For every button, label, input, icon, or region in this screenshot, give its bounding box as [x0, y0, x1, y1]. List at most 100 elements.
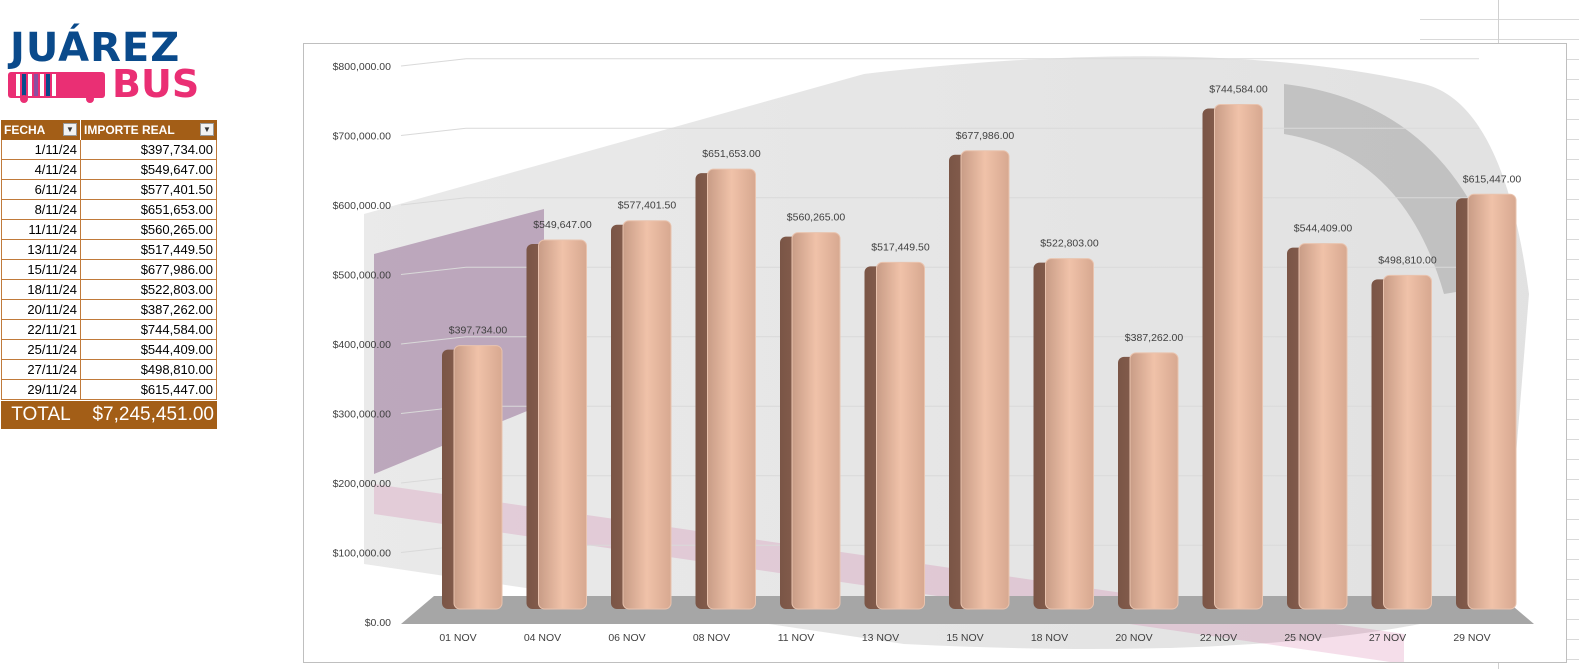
table-row[interactable]: 1/11/24 $397,734.00: [1, 140, 217, 160]
bar[interactable]: [695, 168, 756, 610]
table-row[interactable]: 25/11/24 $544,409.00: [1, 340, 217, 360]
data-label: $549,647.00: [533, 219, 592, 231]
cell-importe[interactable]: $615,447.00: [81, 380, 217, 399]
bar[interactable]: [780, 232, 841, 610]
cell-importe[interactable]: $387,262.00: [81, 300, 217, 319]
cell-fecha[interactable]: 18/11/24: [1, 280, 81, 299]
cell-fecha[interactable]: 1/11/24: [1, 140, 81, 159]
bar[interactable]: [1287, 243, 1348, 610]
x-tick-label: 27 NOV: [1369, 632, 1406, 644]
x-tick-label: 08 NOV: [693, 632, 730, 644]
y-tick-label: $100,000.00: [333, 548, 392, 560]
total-label: TOTAL: [11, 404, 71, 425]
filter-dropdown-icon[interactable]: ▼: [63, 123, 77, 136]
y-tick-label: $300,000.00: [333, 409, 392, 421]
importe-table: FECHA ▼ IMPORTE REAL ▼ 1/11/24 $397,734.0…: [1, 120, 217, 429]
table-row[interactable]: 4/11/24 $549,647.00: [1, 160, 217, 180]
cell-fecha[interactable]: 11/11/24: [1, 220, 81, 239]
bar[interactable]: [1202, 104, 1263, 610]
gridline-diagonal: [400, 127, 467, 136]
x-tick-label: 29 NOV: [1453, 632, 1490, 644]
bar-front: [707, 168, 756, 610]
chart-area[interactable]: $397,734.00 $549,647.00 $577,401.50 $651,65…: [303, 43, 1567, 663]
cell-fecha[interactable]: 6/11/24: [1, 180, 81, 199]
cell-importe[interactable]: $522,803.00: [81, 280, 217, 299]
bar-front: [1383, 274, 1432, 610]
cell-fecha[interactable]: 13/11/24: [1, 240, 81, 259]
bar-front: [538, 239, 587, 610]
table-row[interactable]: 29/11/24 $615,447.00: [1, 380, 217, 400]
cell-fecha[interactable]: 27/11/24: [1, 360, 81, 379]
y-tick-label: $0.00: [365, 617, 391, 629]
header-importe[interactable]: IMPORTE REAL ▼: [81, 120, 217, 140]
gridline-diagonal: [400, 197, 467, 206]
bar-front: [1129, 352, 1179, 610]
bar[interactable]: [949, 150, 1010, 610]
cell-importe[interactable]: $549,647.00: [81, 160, 217, 179]
table-row[interactable]: 13/11/24 $517,449.50: [1, 240, 217, 260]
y-tick-label: $200,000.00: [333, 478, 392, 490]
y-tick-label: $500,000.00: [333, 270, 392, 282]
gridline-diagonal: [400, 58, 467, 67]
cell-importe[interactable]: $517,449.50: [81, 240, 217, 259]
filter-dropdown-icon[interactable]: ▼: [200, 123, 214, 136]
x-tick-label: 11 NOV: [778, 632, 815, 644]
bar[interactable]: [1118, 352, 1179, 610]
cell-importe[interactable]: $397,734.00: [81, 140, 217, 159]
header-fecha[interactable]: FECHA ▼: [1, 120, 81, 140]
table-row[interactable]: 8/11/24 $651,653.00: [1, 200, 217, 220]
x-tick-label: 01 NOV: [439, 632, 476, 644]
cell-importe[interactable]: $677,986.00: [81, 260, 217, 279]
bar[interactable]: [864, 261, 925, 610]
bar[interactable]: [1371, 274, 1432, 610]
bar[interactable]: [526, 239, 587, 610]
cell-importe[interactable]: $498,810.00: [81, 360, 217, 379]
bar[interactable]: [611, 220, 672, 610]
data-label: $560,265.00: [787, 212, 846, 224]
data-label: $677,986.00: [956, 130, 1015, 142]
table-row[interactable]: 6/11/24 $577,401.50: [1, 180, 217, 200]
bar-front: [960, 150, 1010, 610]
y-tick-label: $700,000.00: [333, 131, 392, 143]
data-label: $544,409.00: [1294, 223, 1353, 235]
gridline-diagonal: [400, 266, 467, 275]
x-tick-label: 25 NOV: [1284, 632, 1321, 644]
header-importe-label: IMPORTE REAL: [84, 123, 175, 137]
cell-fecha[interactable]: 4/11/24: [1, 160, 81, 179]
bar-front: [1214, 104, 1263, 610]
bar[interactable]: [442, 345, 503, 610]
cell-fecha[interactable]: 29/11/24: [1, 380, 81, 399]
data-label: $651,653.00: [702, 148, 761, 160]
y-tick-label: $800,000.00: [333, 61, 392, 73]
bar-front: [1467, 193, 1517, 610]
x-tick-label: 13 NOV: [862, 632, 899, 644]
cell-importe[interactable]: $577,401.50: [81, 180, 217, 199]
table-row[interactable]: 22/11/21 $744,584.00: [1, 320, 217, 340]
table-body: 1/11/24 $397,734.00 4/11/24 $549,647.00 6/11…: [1, 140, 217, 400]
cell-fecha[interactable]: 15/11/24: [1, 260, 81, 279]
x-tick-label: 15 NOV: [946, 632, 983, 644]
table-row[interactable]: 11/11/24 $560,265.00: [1, 220, 217, 240]
data-label: $522,803.00: [1040, 238, 1099, 250]
cell-fecha[interactable]: 8/11/24: [1, 200, 81, 219]
cell-importe[interactable]: $744,584.00: [81, 320, 217, 339]
cell-importe[interactable]: $544,409.00: [81, 340, 217, 359]
bar[interactable]: [1033, 258, 1094, 610]
data-label: $387,262.00: [1125, 332, 1184, 344]
bar-front: [1045, 258, 1094, 610]
bar-front: [791, 232, 841, 610]
bar-front: [876, 261, 925, 610]
table-row[interactable]: 18/11/24 $522,803.00: [1, 280, 217, 300]
cell-importe[interactable]: $651,653.00: [81, 200, 217, 219]
table-row[interactable]: 20/11/24 $387,262.00: [1, 300, 217, 320]
y-tick-label: $600,000.00: [333, 200, 392, 212]
cell-importe[interactable]: $560,265.00: [81, 220, 217, 239]
total-row: TOTAL $7,245,451.00: [1, 401, 217, 429]
table-row[interactable]: 15/11/24 $677,986.00: [1, 260, 217, 280]
table-row[interactable]: 27/11/24 $498,810.00: [1, 360, 217, 380]
bar[interactable]: [1456, 193, 1517, 610]
juarez-bus-logo: JUÁREZ BUS: [8, 28, 213, 108]
cell-fecha[interactable]: 20/11/24: [1, 300, 81, 319]
cell-fecha[interactable]: 25/11/24: [1, 340, 81, 359]
cell-fecha[interactable]: 22/11/21: [1, 320, 81, 339]
